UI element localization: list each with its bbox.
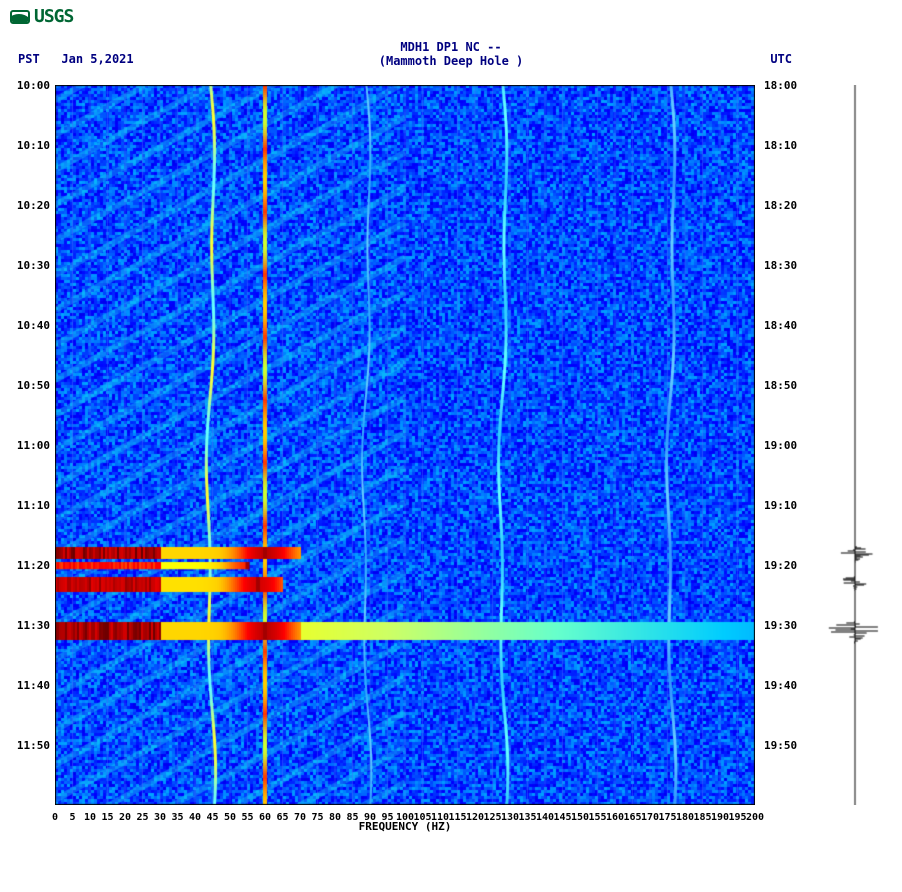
y-tick-left: 10:20 (17, 199, 50, 212)
y-tick-left: 10:50 (17, 379, 50, 392)
y-tick-right: 19:30 (764, 619, 797, 632)
waveform-canvas (820, 85, 890, 805)
y-tick-left: 10:00 (17, 79, 50, 92)
y-tick-left: 11:30 (17, 619, 50, 632)
amplitude-waveform (820, 85, 890, 805)
y-tick-right: 18:50 (764, 379, 797, 392)
y-tick-left: 11:20 (17, 559, 50, 572)
y-tick-left: 10:40 (17, 319, 50, 332)
y-tick-left: 11:10 (17, 499, 50, 512)
y-tick-left: 11:50 (17, 739, 50, 752)
y-tick-left: 10:30 (17, 259, 50, 272)
y-tick-right: 19:40 (764, 679, 797, 692)
header-date: Jan 5,2021 (61, 52, 133, 66)
y-tick-right: 18:00 (764, 79, 797, 92)
y-tick-right: 18:30 (764, 259, 797, 272)
spectrogram-canvas (55, 85, 755, 805)
y-tick-right: 19:10 (764, 499, 797, 512)
y-tick-right: 19:20 (764, 559, 797, 572)
header-left: PST Jan 5,2021 (18, 52, 134, 66)
spectrogram-plot (55, 85, 755, 805)
y-axis-right-utc: 18:0018:1018:2018:3018:4018:5019:0019:10… (760, 85, 802, 805)
title-line1: MDH1 DP1 NC -- (0, 40, 902, 54)
chart-title: MDH1 DP1 NC -- (Mammoth Deep Hole ) (0, 40, 902, 68)
left-tz: PST (18, 52, 40, 66)
usgs-wave-icon (10, 10, 30, 24)
y-tick-right: 18:40 (764, 319, 797, 332)
y-tick-right: 19:00 (764, 439, 797, 452)
y-tick-left: 11:40 (17, 679, 50, 692)
usgs-logo-text: USGS (34, 6, 73, 27)
y-tick-left: 11:00 (17, 439, 50, 452)
y-tick-right: 19:50 (764, 739, 797, 752)
usgs-logo: USGS (10, 6, 73, 27)
right-tz: UTC (770, 52, 792, 66)
y-tick-right: 18:10 (764, 139, 797, 152)
x-axis-label: FREQUENCY (HZ) (55, 820, 755, 833)
header-right: UTC (770, 52, 792, 66)
y-tick-right: 18:20 (764, 199, 797, 212)
y-tick-left: 10:10 (17, 139, 50, 152)
title-line2: (Mammoth Deep Hole ) (0, 54, 902, 68)
y-axis-left-pst: 10:0010:1010:2010:3010:4010:5011:0011:10… (10, 85, 52, 805)
